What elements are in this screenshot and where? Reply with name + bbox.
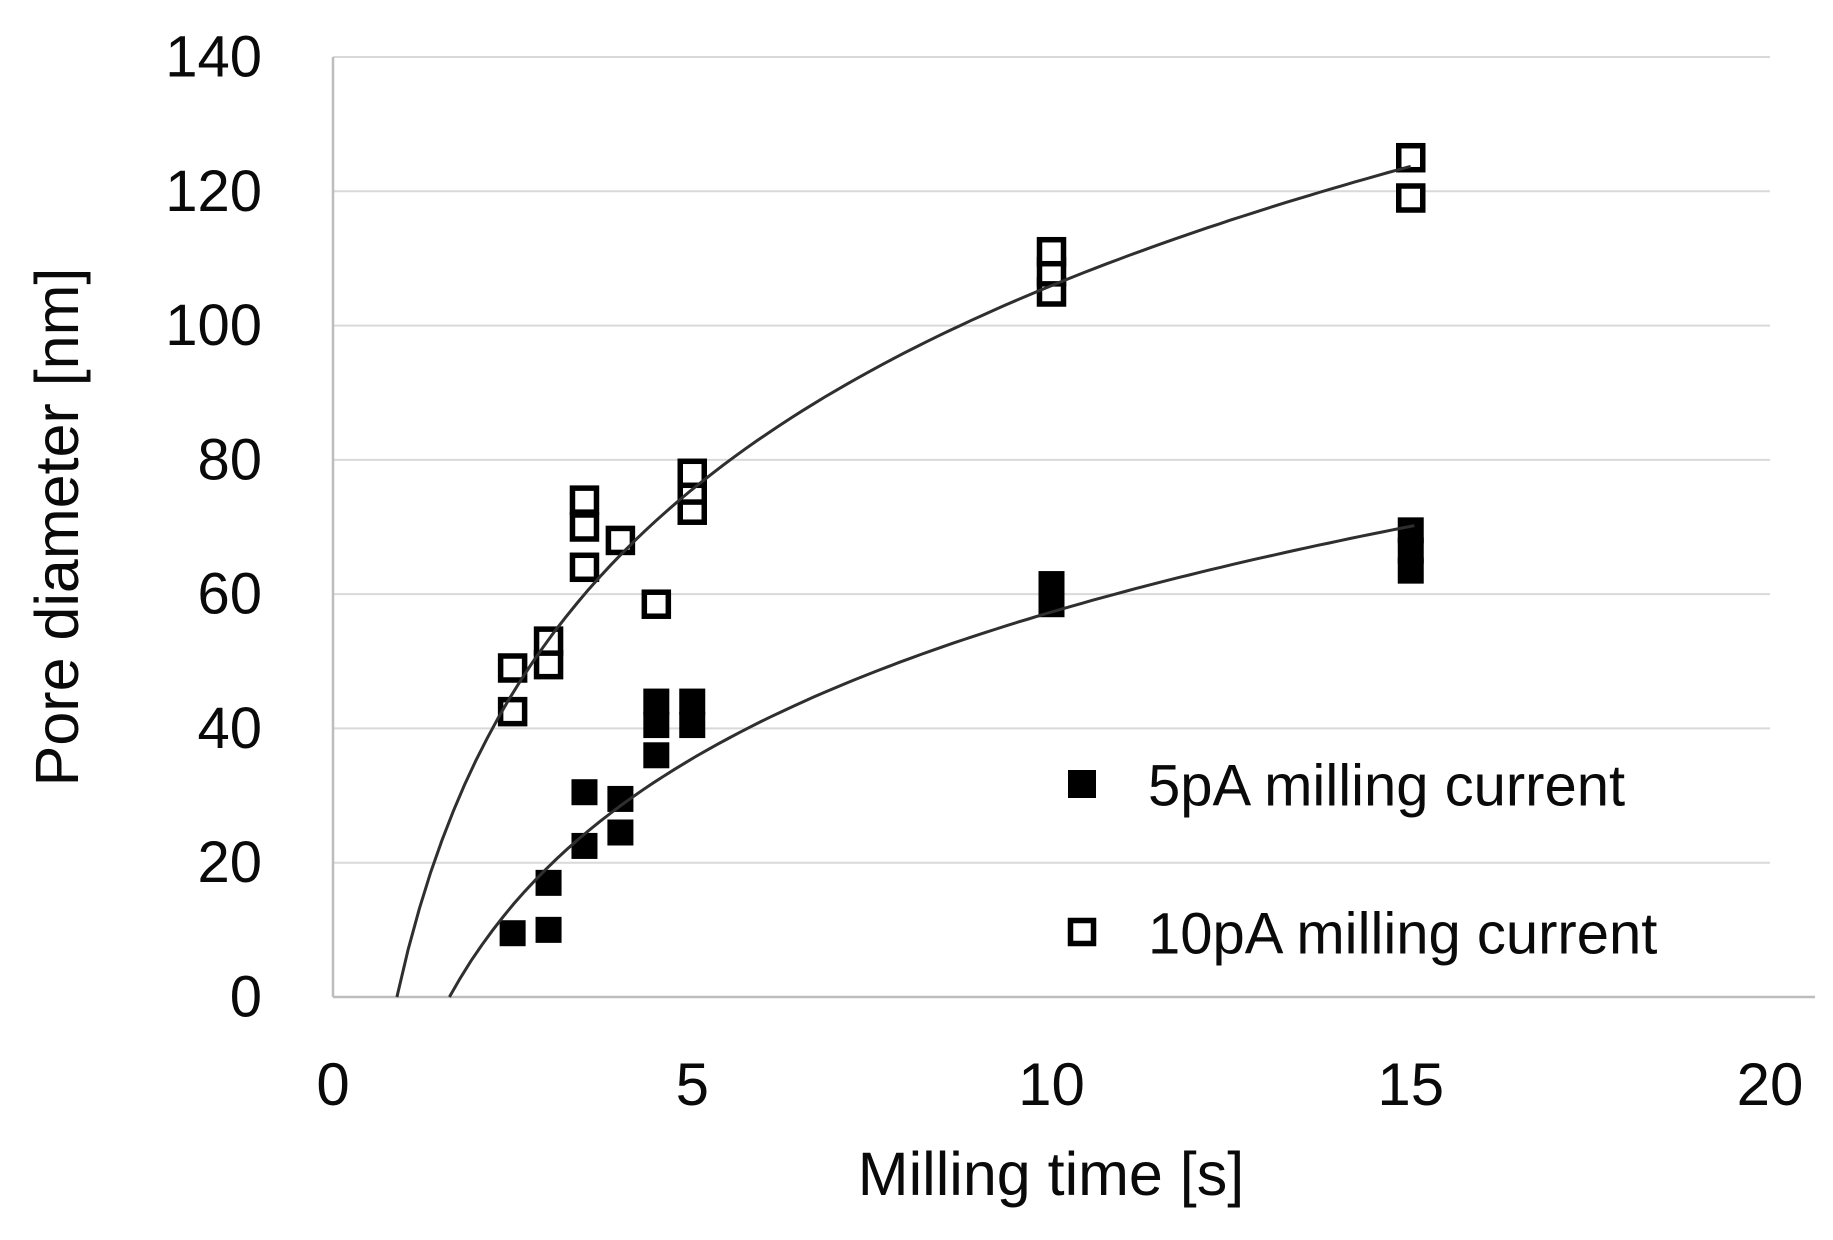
y-tick-labels: 0 20 40 60 80 100 120 140	[165, 24, 262, 1029]
data-point-5pa	[607, 819, 634, 846]
data-point-10pa	[569, 512, 600, 542]
data-point-10pa	[605, 525, 636, 556]
data-point-10pa	[1396, 142, 1426, 173]
data-point-10pa	[1396, 183, 1426, 213]
data-point-5pa	[643, 712, 670, 739]
data-point-5pa	[1038, 571, 1065, 598]
data-point-5pa	[1397, 517, 1424, 544]
data-point-10pa	[569, 485, 600, 515]
data-point-5pa	[679, 688, 706, 715]
axes	[331, 56, 1815, 999]
open-square-legend-icon	[1067, 917, 1097, 947]
data-point-5pa	[499, 920, 526, 947]
x-tick-label-10: 10	[1018, 1051, 1085, 1118]
trend-curve-5pa	[448, 524, 1415, 998]
gridlines	[333, 55, 1770, 864]
x-tick-label-0: 0	[316, 1051, 349, 1118]
legend-label-5pa: 5pA milling current	[1148, 754, 1625, 819]
legend: 5pA milling current 10pA milling current	[1067, 754, 1657, 967]
series-5pa-markers	[499, 517, 1424, 947]
x-axis-title: Milling time [s]	[858, 1140, 1244, 1208]
data-point-5pa	[535, 916, 562, 943]
trend-curve-10pa	[395, 164, 1412, 998]
y-tick-label-0: 0	[230, 965, 262, 1030]
data-point-10pa	[1036, 236, 1067, 267]
data-point-5pa	[679, 712, 706, 739]
x-tick-label-5: 5	[676, 1051, 709, 1118]
data-point-5pa	[571, 779, 598, 806]
data-point-10pa	[569, 552, 600, 583]
x-tick-label-20: 20	[1737, 1051, 1804, 1118]
x-tick-labels: 0 5 10 15 20	[316, 1051, 1803, 1118]
series-10pa-markers	[497, 142, 1426, 727]
y-tick-label-20: 20	[197, 830, 262, 895]
x-tick-label-15: 15	[1377, 1051, 1444, 1118]
y-axis-title: Pore diameter [nm]	[23, 268, 91, 787]
y-tick-label-40: 40	[197, 696, 262, 761]
data-point-10pa	[533, 649, 564, 680]
data-point-10pa	[497, 653, 528, 683]
y-tick-label-140: 140	[165, 24, 262, 89]
filled-square-legend-icon	[1068, 770, 1096, 798]
data-point-5pa	[643, 688, 670, 715]
data-point-5pa	[571, 832, 598, 859]
y-tick-label-80: 80	[197, 427, 262, 492]
data-point-10pa	[497, 696, 528, 727]
data-point-10pa	[641, 589, 672, 619]
y-tick-label-100: 100	[165, 293, 262, 358]
y-tick-label-120: 120	[165, 159, 262, 224]
y-tick-label-60: 60	[197, 562, 262, 627]
trend-curves	[395, 164, 1415, 998]
legend-label-10pa: 10pA milling current	[1148, 902, 1657, 967]
data-point-5pa	[643, 742, 670, 769]
